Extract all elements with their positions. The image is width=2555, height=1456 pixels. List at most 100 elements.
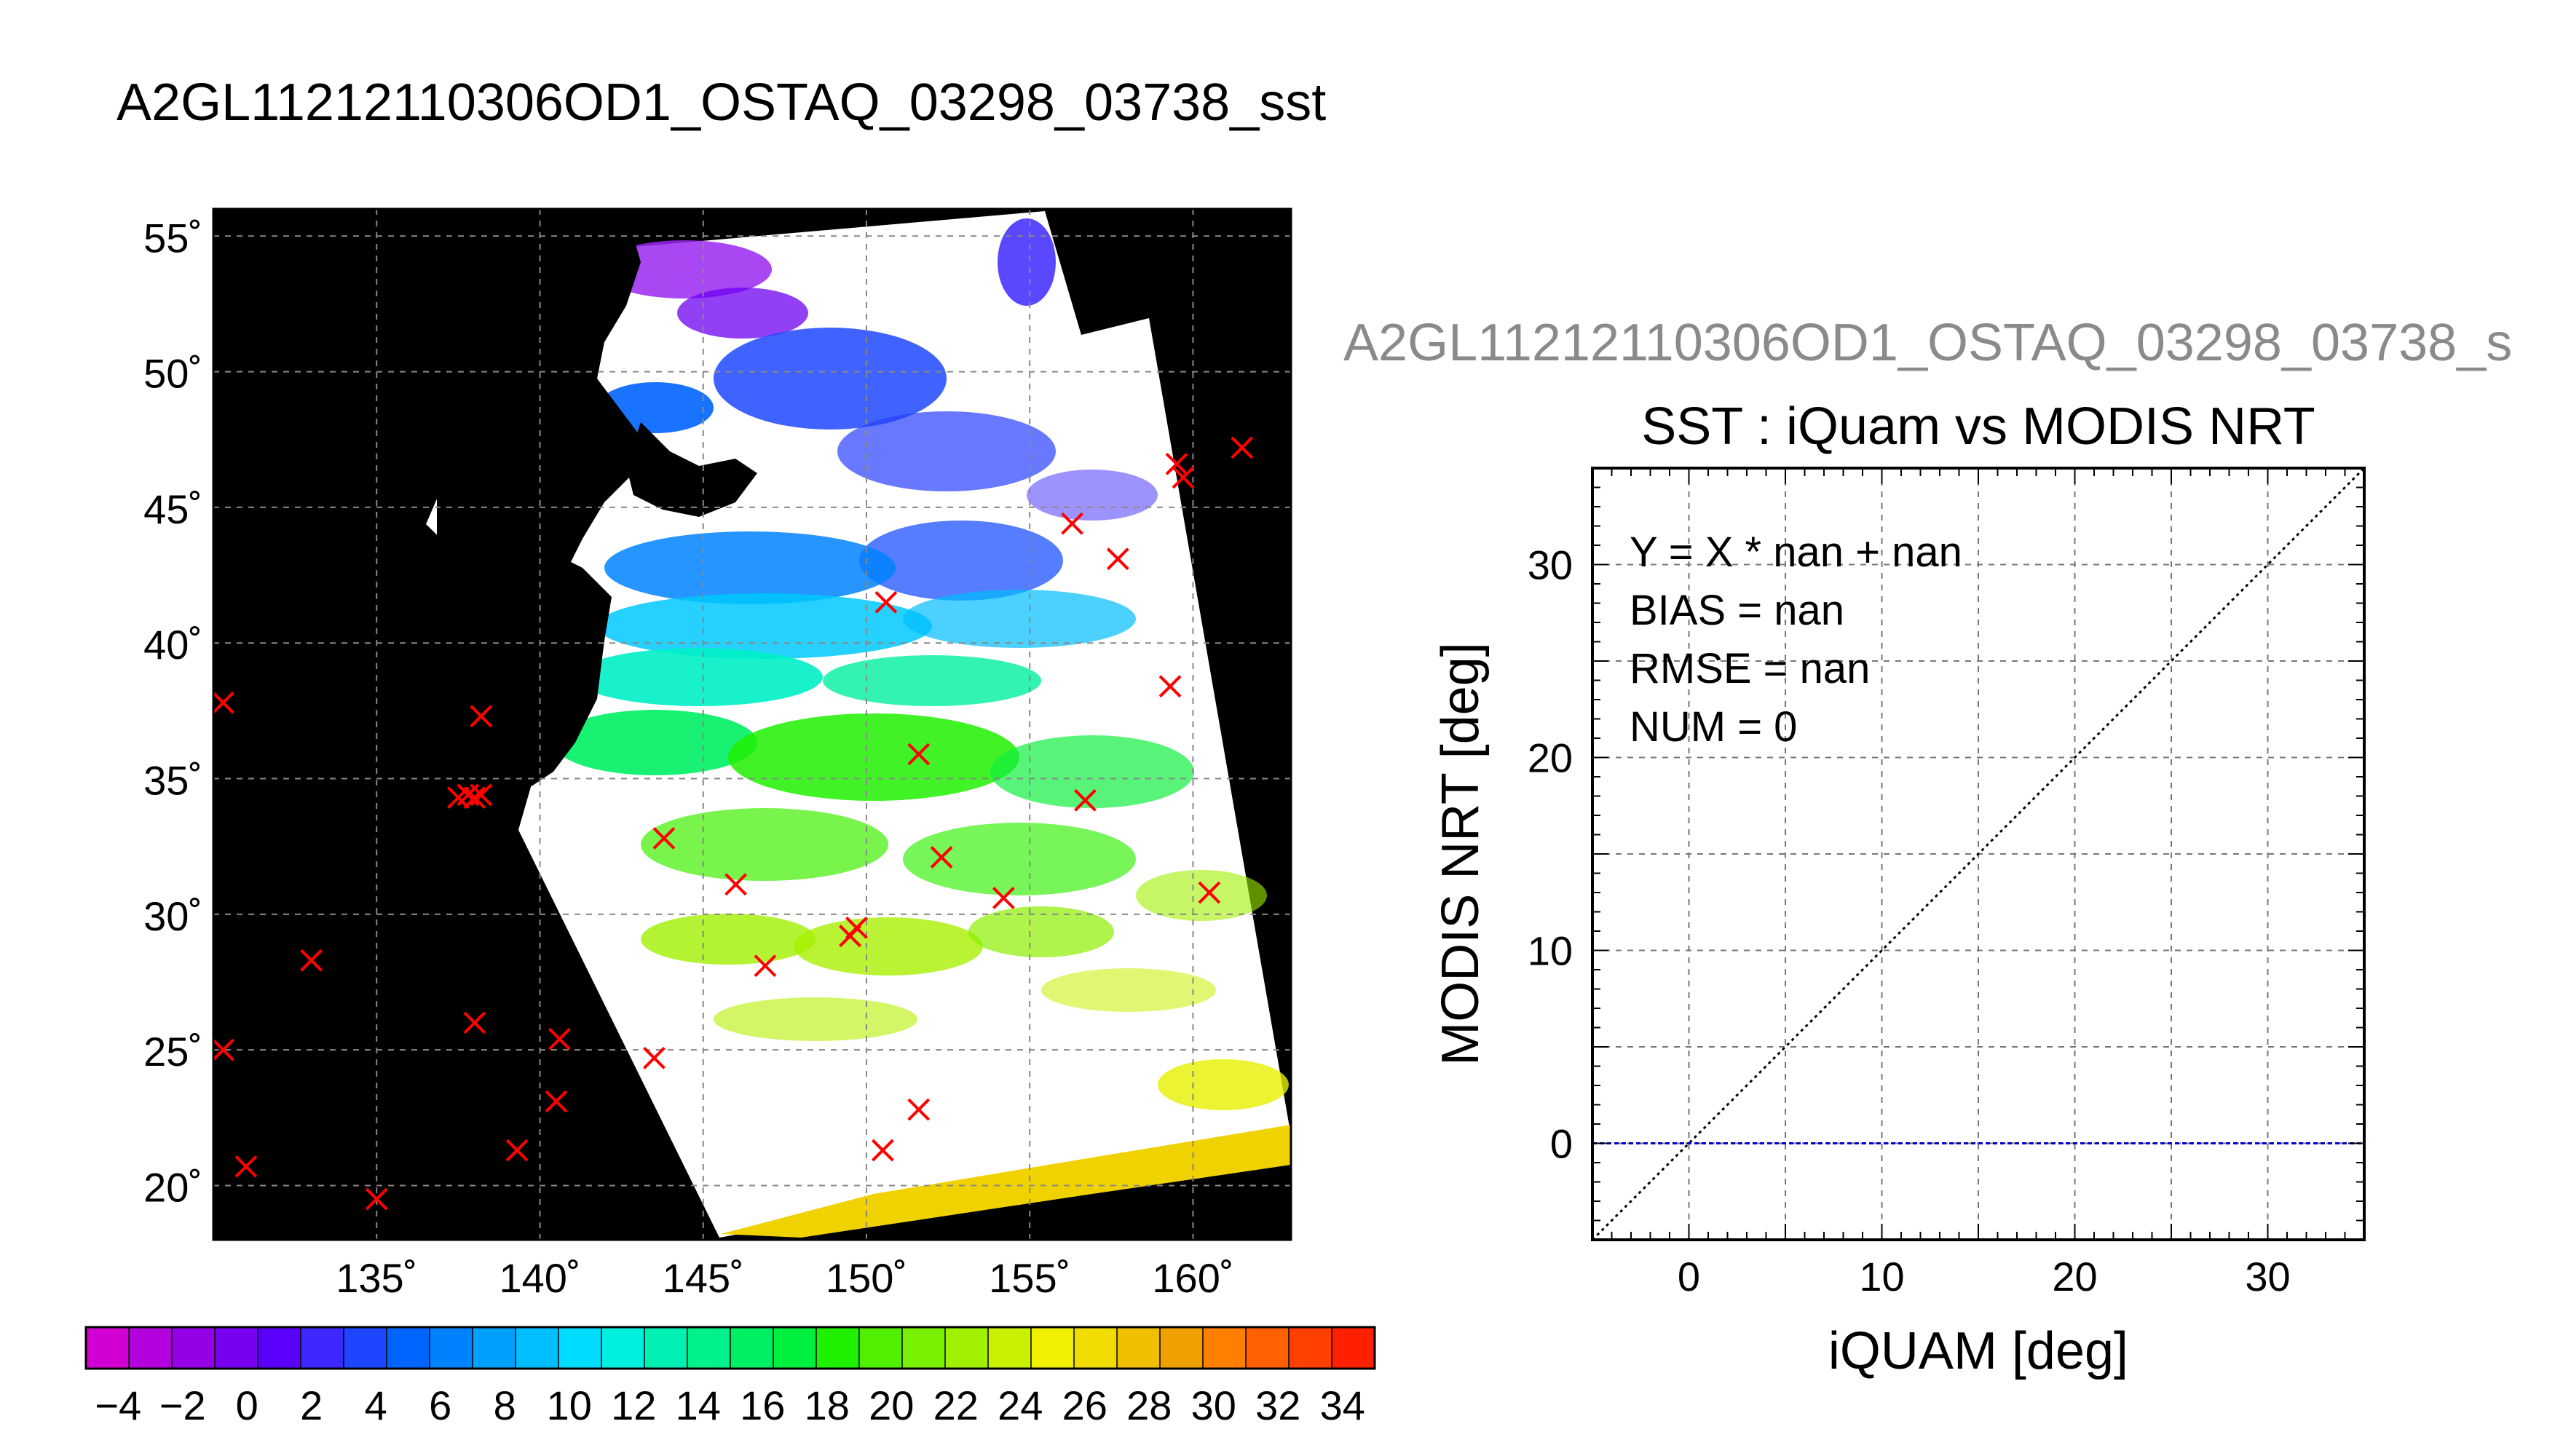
sst-patch [837, 411, 1056, 491]
colorbar-segment [773, 1327, 817, 1369]
colorbar-segment [730, 1327, 774, 1369]
buoy-marker-stroke [871, 1139, 894, 1162]
colorbar-tick-label: 30 [1191, 1382, 1236, 1428]
y-tick-label: 10 [1528, 928, 1573, 974]
sst-patch [968, 906, 1114, 957]
sst-patch [641, 808, 888, 881]
buoy-marker-stroke [213, 1038, 234, 1061]
buoy-marker [1074, 788, 1097, 812]
buoy-marker-stroke [1172, 466, 1195, 489]
colorbar-segment [945, 1327, 989, 1369]
colorbar-segment [816, 1327, 860, 1369]
colorbar-frame [84, 1326, 1376, 1370]
lat-tick-label: 45˚ [143, 486, 202, 532]
buoy-marker-stroke [1231, 436, 1254, 459]
warm-sst-band [721, 1125, 1291, 1238]
scatter-grid [1592, 468, 2364, 1240]
sst-patch [677, 288, 808, 339]
buoy-marker-stroke [992, 887, 1015, 909]
buoy-marker [643, 1046, 666, 1069]
buoy-marker [724, 873, 747, 896]
buoy-marker [300, 949, 323, 972]
buoy-marker [1165, 452, 1188, 475]
colorbar-segment [86, 1327, 130, 1369]
buoy-marker-stroke [907, 1098, 931, 1121]
x-axis-label: iQUAM [deg] [1828, 1322, 2128, 1380]
colorbar-segment [215, 1327, 258, 1369]
colorbar-segment [601, 1327, 645, 1369]
buoy-marker [1172, 466, 1195, 489]
sst-patch [1158, 1059, 1289, 1110]
buoy-marker-stroke [545, 1090, 568, 1113]
x-tick-label: 0 [1678, 1254, 1700, 1299]
x-tick-label: 10 [1859, 1254, 1904, 1299]
scatter-panel: SST : iQuam vs MODIS NRT 0 10 20 30 0 10 20 30… [1431, 397, 2366, 1380]
buoy-marker-stroke [463, 1011, 486, 1034]
land-hokkaido-coast [626, 422, 757, 517]
buoy-marker [234, 1155, 258, 1178]
colorbar-segment [1074, 1327, 1118, 1369]
land-masses [437, 237, 757, 830]
buoy-marker-stroke [1158, 675, 1182, 698]
buoy-marker-stroke [754, 954, 777, 978]
colorbar-tick-label: 26 [1062, 1382, 1107, 1428]
sst-patch [604, 531, 896, 604]
colorbar-segment [859, 1327, 903, 1369]
sst-patch [903, 590, 1136, 648]
buoy-marker-stroke [1061, 512, 1083, 535]
colorbar-tick-label: 6 [429, 1382, 451, 1428]
buoy-marker-stroke [548, 1027, 571, 1051]
buoy-marker-stroke [1106, 547, 1129, 571]
sst-patch [714, 328, 947, 430]
colorbar-tick-label: 8 [494, 1382, 516, 1428]
colorbar-segment [988, 1327, 1032, 1369]
colorbar-segment [1246, 1327, 1290, 1369]
y-axis-label: MODIS NRT [deg] [1431, 642, 1490, 1066]
y-tick-labels: 0 10 20 30 [1528, 542, 1573, 1167]
buoy-marker [845, 917, 868, 939]
buoy-marker-stroke [930, 846, 953, 869]
buoy-marker [1061, 512, 1083, 535]
sst-patch [641, 914, 816, 965]
colorbar-tick-label: 14 [676, 1382, 721, 1428]
colorbar-tick-label: 22 [933, 1382, 979, 1428]
buoy-marker-stroke [1165, 452, 1188, 475]
colorbar-tick-label: 32 [1255, 1382, 1300, 1428]
buoy-marker [992, 887, 1015, 909]
buoy-marker [470, 783, 493, 807]
colorbar-tick-label: 4 [365, 1382, 387, 1428]
buoy-marker [365, 1187, 388, 1211]
colorbar-segment [1289, 1327, 1332, 1369]
scatter-frame [1591, 467, 2366, 1241]
lat-tick-label: 35˚ [143, 758, 202, 804]
colorbar-tick-label: −4 [95, 1382, 141, 1428]
sst-patch [553, 710, 757, 775]
y-tick-label: 30 [1528, 542, 1573, 588]
buoy-marker-stroke [470, 783, 493, 807]
sst-patch [903, 823, 1136, 895]
sst-patch [1136, 870, 1267, 921]
colorbar-segment [172, 1327, 216, 1369]
fit-equation: Y = X * nan + nan [1630, 529, 1962, 576]
bias-stat: BIAS = nan [1630, 587, 1844, 634]
x-tick-labels: 0 10 20 30 [1678, 1254, 2291, 1299]
colorbar-segment [1203, 1327, 1247, 1369]
colorbar-tick-label: 0 [236, 1382, 258, 1428]
lat-tick-label: 50˚ [143, 351, 202, 397]
sst-patch [597, 240, 772, 298]
colorbar-segment [258, 1327, 301, 1369]
colorbar-tick-label: 34 [1320, 1382, 1365, 1428]
land-sakhalin-hokkaido [437, 237, 641, 830]
colorbar-segment [902, 1327, 946, 1369]
lat-tick-label: 25˚ [143, 1029, 202, 1075]
lat-tick-label: 30˚ [143, 893, 202, 939]
colorbar-segment [301, 1327, 344, 1369]
lon-tick-labels: 135˚ 140˚ 145˚ 150˚ 155˚ 160˚ [336, 1255, 1233, 1301]
sst-patch [714, 997, 917, 1041]
colorbar-segment [1031, 1327, 1075, 1369]
colorbar-segment [558, 1327, 602, 1369]
scatter-filename-title: A2GL11212110306OD1_OSTAQ_03298_03738_s [1343, 314, 2513, 372]
colorbar-tick-label: −2 [159, 1382, 206, 1428]
sst-colorbar: −4 −2 0 2 4 6 8 10 12 14 16 18 20 22 24 26 28 30 32 34 [84, 1326, 1376, 1428]
